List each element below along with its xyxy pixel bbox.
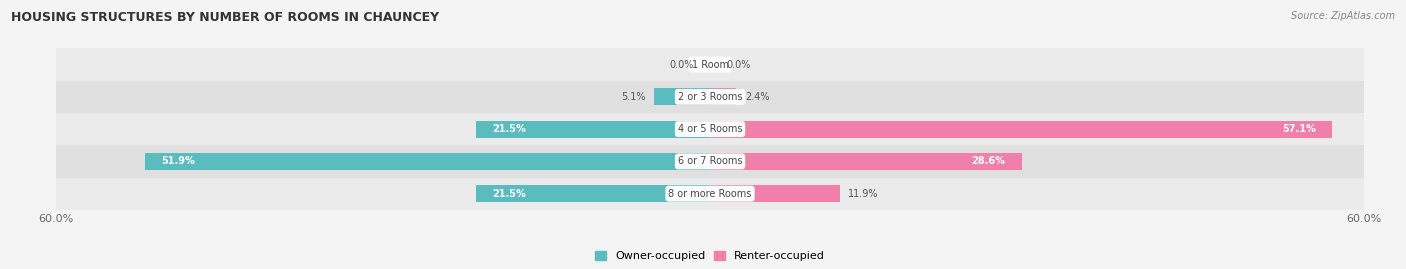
Text: 28.6%: 28.6% xyxy=(972,156,1005,167)
Text: 1 Room: 1 Room xyxy=(692,59,728,70)
Bar xyxy=(654,89,710,105)
Bar xyxy=(710,185,839,202)
Text: 51.9%: 51.9% xyxy=(160,156,194,167)
Bar xyxy=(56,48,1364,81)
Text: 57.1%: 57.1% xyxy=(1282,124,1316,134)
Bar xyxy=(56,145,1364,178)
Bar xyxy=(56,113,1364,145)
Bar xyxy=(56,178,1364,210)
Text: 8 or more Rooms: 8 or more Rooms xyxy=(668,189,752,199)
Bar xyxy=(710,89,737,105)
Bar xyxy=(710,121,1333,137)
Text: 4 or 5 Rooms: 4 or 5 Rooms xyxy=(678,124,742,134)
Bar xyxy=(710,153,1022,170)
Text: 5.1%: 5.1% xyxy=(621,92,645,102)
Bar xyxy=(145,153,710,170)
Bar xyxy=(56,81,1364,113)
Text: 2.4%: 2.4% xyxy=(745,92,769,102)
Text: 21.5%: 21.5% xyxy=(492,124,526,134)
Text: 2 or 3 Rooms: 2 or 3 Rooms xyxy=(678,92,742,102)
Bar xyxy=(475,185,710,202)
Legend: Owner-occupied, Renter-occupied: Owner-occupied, Renter-occupied xyxy=(591,246,830,266)
Text: 11.9%: 11.9% xyxy=(848,189,879,199)
Text: 0.0%: 0.0% xyxy=(669,59,693,70)
Text: 21.5%: 21.5% xyxy=(492,189,526,199)
Bar xyxy=(475,121,710,137)
Text: 0.0%: 0.0% xyxy=(727,59,751,70)
Text: Source: ZipAtlas.com: Source: ZipAtlas.com xyxy=(1291,11,1395,21)
Text: HOUSING STRUCTURES BY NUMBER OF ROOMS IN CHAUNCEY: HOUSING STRUCTURES BY NUMBER OF ROOMS IN… xyxy=(11,11,439,24)
Text: 6 or 7 Rooms: 6 or 7 Rooms xyxy=(678,156,742,167)
